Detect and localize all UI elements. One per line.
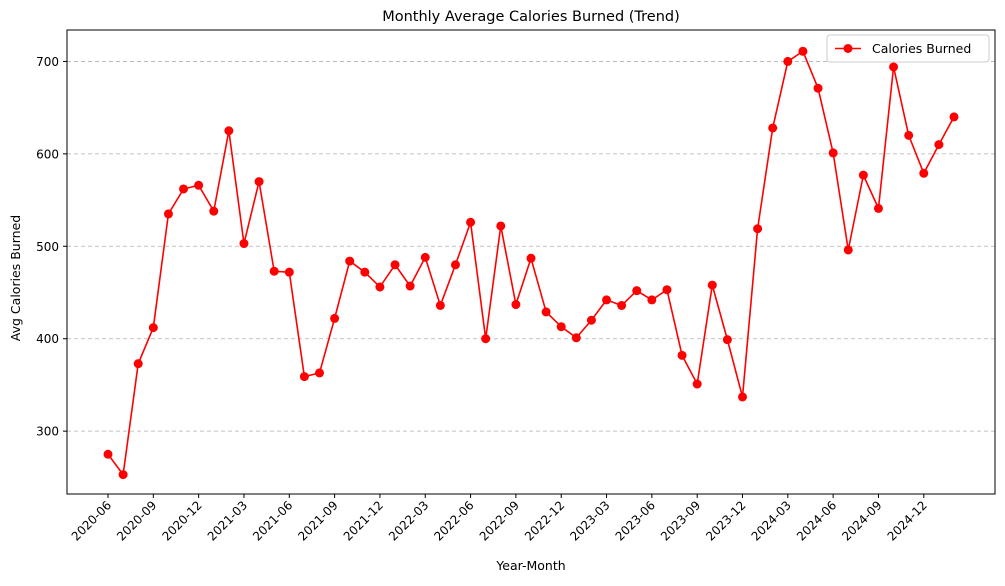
data-point (103, 449, 113, 459)
data-point (571, 333, 581, 343)
data-point (632, 286, 642, 296)
plot-frame (66, 29, 996, 495)
data-point (707, 280, 717, 290)
data-point (450, 260, 460, 270)
data-point (738, 392, 747, 402)
data-point (435, 300, 445, 310)
data-point (179, 184, 189, 194)
data-point (299, 372, 309, 382)
data-point (511, 300, 521, 310)
data-point (526, 253, 536, 263)
data-point (858, 170, 868, 180)
data-point (813, 83, 823, 93)
data-point (949, 112, 959, 122)
y-tick-label: 700 (36, 55, 59, 69)
data-point (269, 266, 279, 276)
data-point (919, 168, 929, 178)
data-point (239, 239, 249, 249)
data-point (133, 359, 143, 369)
data-point (873, 203, 883, 213)
data-point (360, 267, 370, 277)
data-point (224, 126, 234, 136)
data-point (904, 130, 914, 140)
data-point (934, 140, 944, 150)
data-point (315, 368, 324, 378)
data-point (602, 295, 612, 305)
data-point (617, 300, 627, 310)
data-point (586, 315, 596, 325)
data-point (677, 350, 687, 360)
data-point (692, 379, 702, 389)
data-point (481, 334, 491, 344)
data-point (828, 148, 838, 158)
y-axis-ticks: 300 400 500 600 700 (36, 55, 67, 439)
x-axis-label: Year-Month (495, 558, 565, 573)
data-point (405, 281, 415, 291)
grid-lines (67, 61, 995, 432)
data-point (541, 307, 551, 317)
data-point (284, 267, 294, 277)
data-point (163, 209, 173, 219)
data-point (889, 62, 899, 72)
data-point (466, 217, 476, 227)
data-point (148, 323, 158, 333)
data-point (647, 295, 657, 305)
y-axis-label: Avg Calories Burned (8, 215, 23, 341)
data-point (798, 46, 808, 56)
y-tick-label: 400 (36, 332, 59, 346)
data-point (496, 221, 506, 231)
data-point (420, 252, 430, 262)
y-tick-label: 300 (36, 425, 59, 439)
data-point (768, 123, 778, 133)
data-point (753, 224, 763, 234)
series-layer (103, 46, 959, 480)
legend: Calories Burned (826, 34, 990, 63)
data-point (118, 470, 128, 480)
data-point (209, 206, 219, 216)
data-point (783, 56, 793, 66)
data-point (556, 322, 566, 332)
y-tick-label: 500 (36, 240, 59, 254)
data-point (662, 285, 672, 295)
chart-title: Monthly Average Calories Burned (Trend) (382, 9, 680, 25)
data-point (375, 282, 385, 292)
y-tick-label: 600 (36, 147, 59, 161)
data-point (345, 256, 355, 266)
data-point (330, 313, 340, 323)
data-point (843, 245, 853, 255)
legend-marker-swatch (843, 44, 853, 53)
data-point (722, 335, 732, 345)
legend-box (826, 34, 990, 63)
data-point (254, 177, 264, 187)
data-point (194, 180, 204, 190)
data-point (390, 260, 400, 270)
legend-label: Calories Burned (872, 41, 971, 56)
